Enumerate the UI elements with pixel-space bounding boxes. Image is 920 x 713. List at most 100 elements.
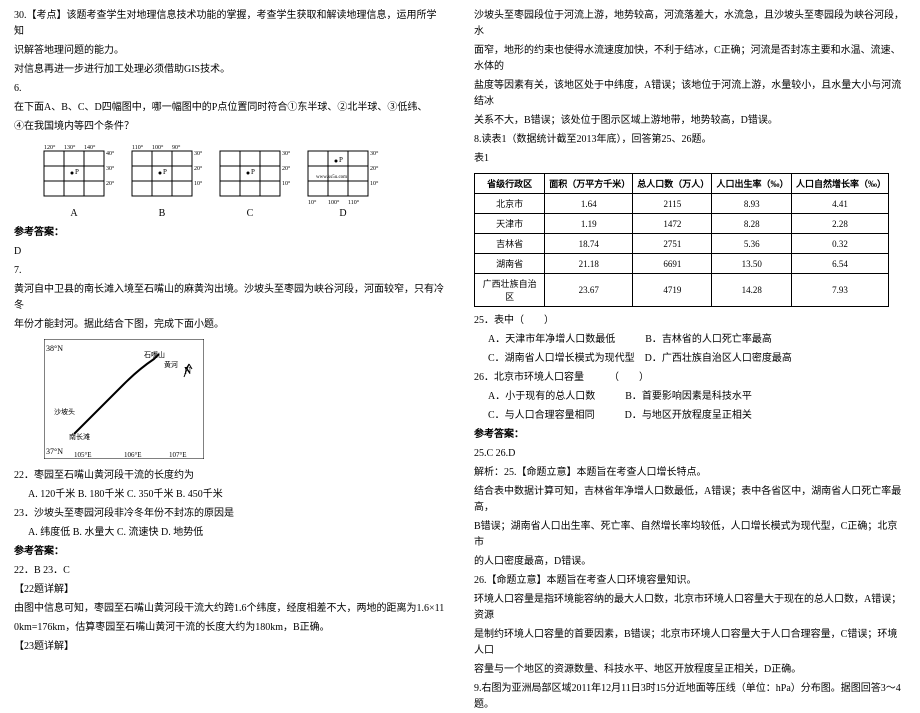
q22: 22．枣园至石嘴山黄河段干流的长度约为 (14, 468, 446, 484)
svg-text:90°: 90° (172, 144, 181, 151)
svg-text:南长滩: 南长滩 (69, 432, 90, 441)
svg-text:106°E: 106°E (124, 451, 142, 459)
explain-26d: 容量与一个地区的资源数量、科技水平、地区开放程度呈正相关，D正确。 (474, 662, 906, 678)
explain-23h: 【23题详解】 (14, 639, 446, 655)
map-d-label: D (298, 208, 388, 219)
q26: 26．北京市环境人口容量 （ ） (474, 370, 906, 386)
map-c-label: C (210, 208, 290, 219)
svg-text:107°E: 107°E (169, 451, 187, 459)
q7-num: 7. (14, 263, 446, 279)
svg-text:120°: 120° (44, 144, 56, 151)
q7-text: 黄河自中卫县的南长滩入境至石嘴山的麻黄沟出境。沙坡头至枣园为峡谷河段，河面较窄，… (14, 282, 446, 314)
svg-text:30°: 30° (106, 165, 114, 172)
answer-heading: 参考答案： (14, 544, 446, 560)
q8: 8.读表1（数据统计截至2013年底），回答第25、26题。 (474, 132, 906, 148)
col-area: 面积（万平方千米） (545, 174, 633, 194)
answer-value: D (14, 244, 446, 260)
table-row: 天津市1.1914728.282.28 (475, 214, 889, 234)
explain-22b: 0km=176km，估算枣园至石嘴山黄河干流的长度大约为180km，B正确。 (14, 620, 446, 636)
svg-text:130°: 130° (64, 144, 76, 151)
answer-value: 25.C 26.D (474, 446, 906, 462)
q6-text2: ④在我国境内等四个条件？ (14, 119, 446, 135)
q6-text: 在下面A、B、C、D四幅图中，哪一幅图中的P点位置同时符合①东半球、②北半球、③… (14, 100, 446, 116)
col-region: 省级行政区 (475, 174, 545, 194)
svg-text:石嘴山: 石嘴山 (144, 350, 165, 359)
q26-opts2: C．与人口合理容量相同 D．与地区开放程度呈正相关 (474, 408, 906, 424)
col-birth: 人口出生率（‰） (712, 174, 792, 194)
population-table: 省级行政区 面积（万平方千米） 总人口数（万人） 人口出生率（‰） 人口自然增长… (474, 173, 889, 307)
svg-text:30°: 30° (370, 150, 379, 157)
table-header-row: 省级行政区 面积（万平方千米） 总人口数（万人） 人口出生率（‰） 人口自然增长… (475, 174, 889, 194)
answer-value: 22．B 23．C (14, 563, 446, 579)
svg-text:100°: 100° (328, 199, 340, 206)
text: 沙坡头至枣园段位于河流上游，地势较高，河流落差大，水流急，且沙坡头至枣园段为峡谷… (474, 8, 906, 40)
map-a: 120° 130° 140° 40° 30° 20° P A (34, 141, 114, 219)
text: 识解答地理问题的能力。 (14, 43, 446, 59)
q26-opts: A．小于现有的总人口数 B．首要影响因素是科技水平 (474, 389, 906, 405)
explain-25d: 的人口密度最高，D错误。 (474, 554, 906, 570)
river-map: 38°N 37°N 105°E 106°E 107°E 石嘴山 黄河 沙坡头 南… (44, 339, 446, 462)
text: 关系不大，B错误；该处位于图示区域上游地带，地势较高，D错误。 (474, 113, 906, 129)
grid-maps: 120° 130° 140° 40° 30° 20° P A 110° 100° 90° 3… (14, 141, 446, 219)
q23-options: A. 纬度低 B. 水量大 C. 流速快 D. 地势低 (14, 525, 446, 541)
q23: 23．沙坡头至枣园河段非冷冬年份不封冻的原因是 (14, 506, 446, 522)
q25-opts: A．天津市年净增人口数最低 B．吉林省的人口死亡率最高 (474, 332, 906, 348)
map-b-label: B (122, 208, 202, 219)
svg-text:105°E: 105°E (74, 451, 92, 459)
explain-22h: 【22题详解】 (14, 582, 446, 598)
q22-options: A. 120千米 B. 180千米 C. 350千米 B. 450千米 (14, 487, 446, 503)
explain-22: 由图中信息可知，枣园至石嘴山黄河段干流大约跨1.6个纬度，经度相差不大，两地的距… (14, 601, 446, 617)
q9: 9.右图为亚洲局部区域2011年12月11日3时15分近地面等压线（单位：hPa… (474, 681, 906, 713)
svg-text:P: P (75, 168, 79, 176)
svg-text:20°: 20° (370, 165, 379, 172)
table-row: 吉林省18.7427515.360.32 (475, 234, 889, 254)
svg-text:37°N: 37°N (46, 447, 63, 456)
table-row: 北京市1.6421158.934.41 (475, 194, 889, 214)
map-b: 110° 100° 90° 30° 20° 10° P B (122, 141, 202, 219)
answer-heading: 参考答案： (14, 225, 446, 241)
text: 面窄，地形的约束也使得水流速度加快，不利于结冰，C正确；河流是否封冻主要和水温、… (474, 43, 906, 75)
svg-text:10°: 10° (370, 180, 379, 187)
svg-text:100°: 100° (152, 144, 164, 151)
table-row: 广西壮族自治区23.67471914.287.93 (475, 274, 889, 307)
map-a-label: A (34, 208, 114, 219)
col-pop: 总人口数（万人） (633, 174, 712, 194)
svg-text:10°: 10° (194, 180, 202, 187)
text: 对信息再进一步进行加工处理必须借助GIS技术。 (14, 62, 446, 78)
explain-25c: B错误；湖南省人口出生率、死亡率、自然增长率均较低，人口增长模式为现代型，C正确… (474, 519, 906, 551)
svg-text:P: P (163, 168, 167, 176)
svg-text:38°N: 38°N (46, 344, 63, 353)
svg-text:P: P (251, 168, 255, 176)
q25-opts2: C．湖南省人口增长模式为现代型 D．广西壮族自治区人口密度最高 (474, 351, 906, 367)
map-c: 30° 20° 10° P C (210, 141, 290, 219)
explain-26c: 是制约环境人口容量的首要因素，B错误；北京市环境人口容量大于人口合理容量，C错误… (474, 627, 906, 659)
svg-text:110°: 110° (348, 199, 360, 206)
explain-26b: 环境人口容量是指环境能容纳的最大人口数，北京市环境人口容量大于现在的总人口数，A… (474, 592, 906, 624)
explain-26: 26.【命题立意】本题旨在考查人口环境容量知识。 (474, 573, 906, 589)
svg-text:20°: 20° (282, 165, 290, 172)
svg-text:40°: 40° (106, 150, 114, 157)
svg-text:30°: 30° (194, 150, 202, 157)
svg-text:www.ks5u.com: www.ks5u.com (316, 175, 347, 180)
q6-num: 6. (14, 81, 446, 97)
q7-text2: 年份才能封河。据此结合下图，完成下面小题。 (14, 317, 446, 333)
q25: 25．表中（ ） (474, 313, 906, 329)
col-growth: 人口自然增长率（‰） (792, 174, 889, 194)
text: 盐度等因素有关，该地区处于中纬度，A错误；该地位于河流上游，水量较小，且水量大小… (474, 78, 906, 110)
svg-text:10°: 10° (308, 199, 317, 206)
svg-text:30°: 30° (282, 150, 290, 157)
table-caption: 表1 (474, 151, 906, 167)
svg-text:沙坡头: 沙坡头 (54, 407, 75, 416)
svg-text:黄河: 黄河 (164, 360, 178, 369)
explain-25: 解析：25.【命题立意】本题旨在考查人口增长特点。 (474, 465, 906, 481)
map-d: 10° 100° 110° 30° 20° 10° P www.ks5u.com D (298, 141, 388, 219)
svg-text:20°: 20° (194, 165, 202, 172)
svg-text:140°: 140° (84, 144, 96, 151)
svg-text:110°: 110° (132, 144, 144, 151)
svg-text:20°: 20° (106, 180, 114, 187)
text: 30.【考点】该题考查学生对地理信息技术功能的掌握，考查学生获取和解读地理信息，… (14, 8, 446, 40)
svg-text:P: P (339, 156, 343, 164)
explain-25b: 结合表中数据计算可知，吉林省年净增人口数最低，A错误；表中各省区中，湖南省人口死… (474, 484, 906, 516)
answer-heading: 参考答案： (474, 427, 906, 443)
svg-text:10°: 10° (282, 180, 290, 187)
